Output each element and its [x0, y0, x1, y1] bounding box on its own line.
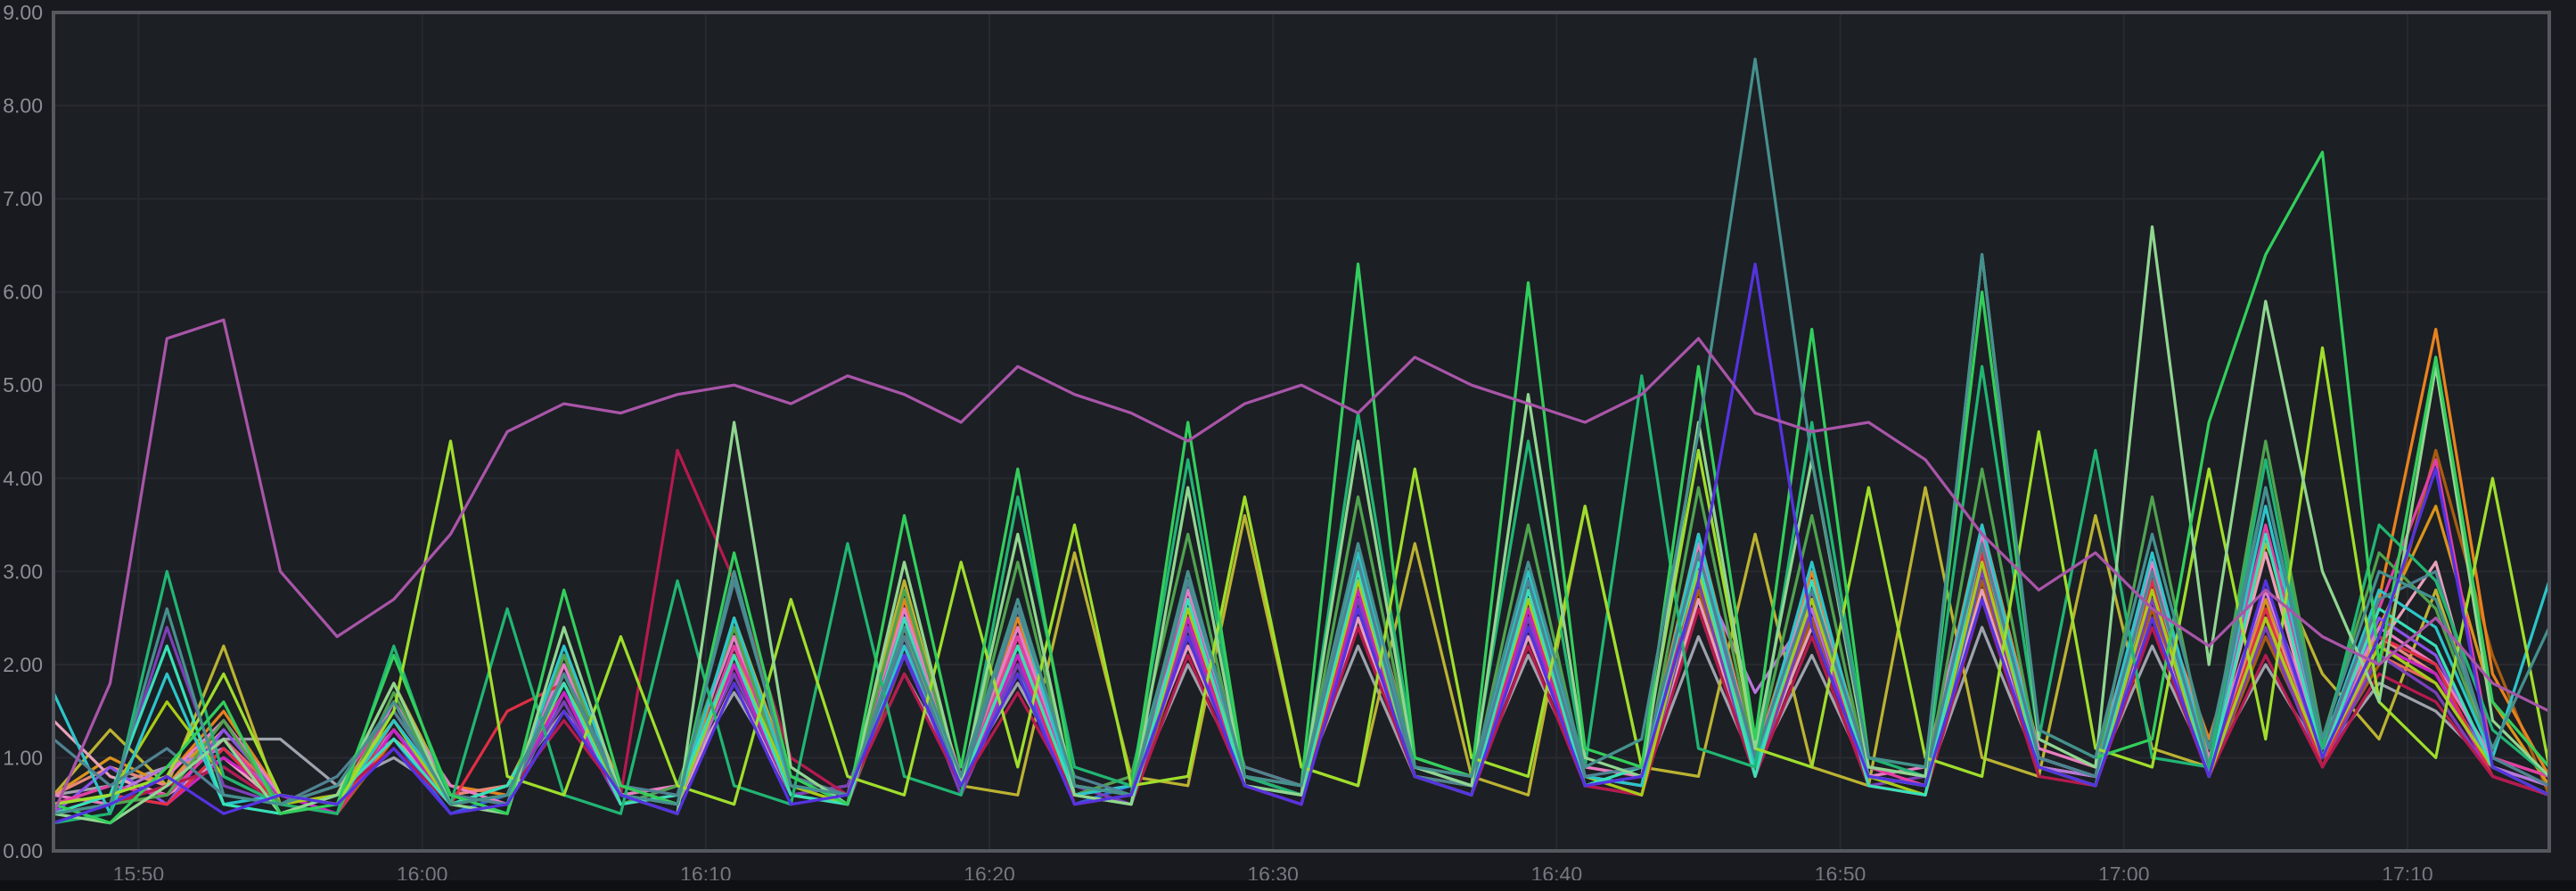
series-line[interactable] [53, 57, 2549, 815]
series-line[interactable] [53, 262, 2549, 825]
y-axis-tick-label: 2.00 [3, 653, 43, 676]
panel-bottom-edge [0, 880, 2576, 891]
y-axis-tick-label: 6.00 [3, 281, 43, 304]
y-axis: 0.00 1.00 2.00 3.00 4.00 5.00 6.00 7.00 8.00 9.00 [3, 1, 43, 862]
series-line[interactable] [53, 346, 2549, 806]
y-axis-tick-label: 4.00 [3, 467, 43, 490]
plot-border [52, 11, 2551, 853]
y-axis-tick-label: 8.00 [3, 94, 43, 118]
y-axis-tick-label: 5.00 [3, 373, 43, 396]
y-axis-tick-label: 1.00 [3, 746, 43, 769]
series-lines [53, 57, 2549, 825]
series-line[interactable] [53, 225, 2549, 825]
y-axis-tick-label: 7.00 [3, 187, 43, 210]
y-axis-tick-label: 9.00 [3, 1, 43, 24]
y-axis-tick-label: 3.00 [3, 560, 43, 583]
plot-background[interactable] [53, 12, 2549, 851]
series-line[interactable] [53, 318, 2549, 815]
y-axis-tick-label: 0.00 [3, 839, 43, 862]
